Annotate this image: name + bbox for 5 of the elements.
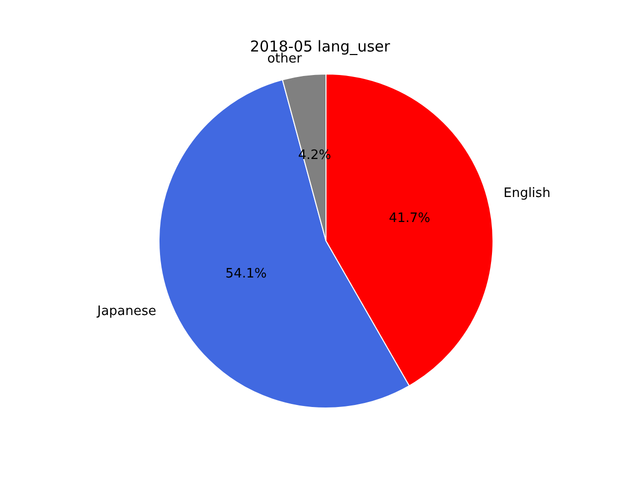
slice-label: Japanese bbox=[96, 304, 156, 319]
data-label: 54.1% bbox=[225, 266, 267, 282]
slice-label: other bbox=[267, 51, 302, 66]
slice-label: English bbox=[503, 186, 550, 202]
data-label: 41.7% bbox=[388, 211, 430, 226]
